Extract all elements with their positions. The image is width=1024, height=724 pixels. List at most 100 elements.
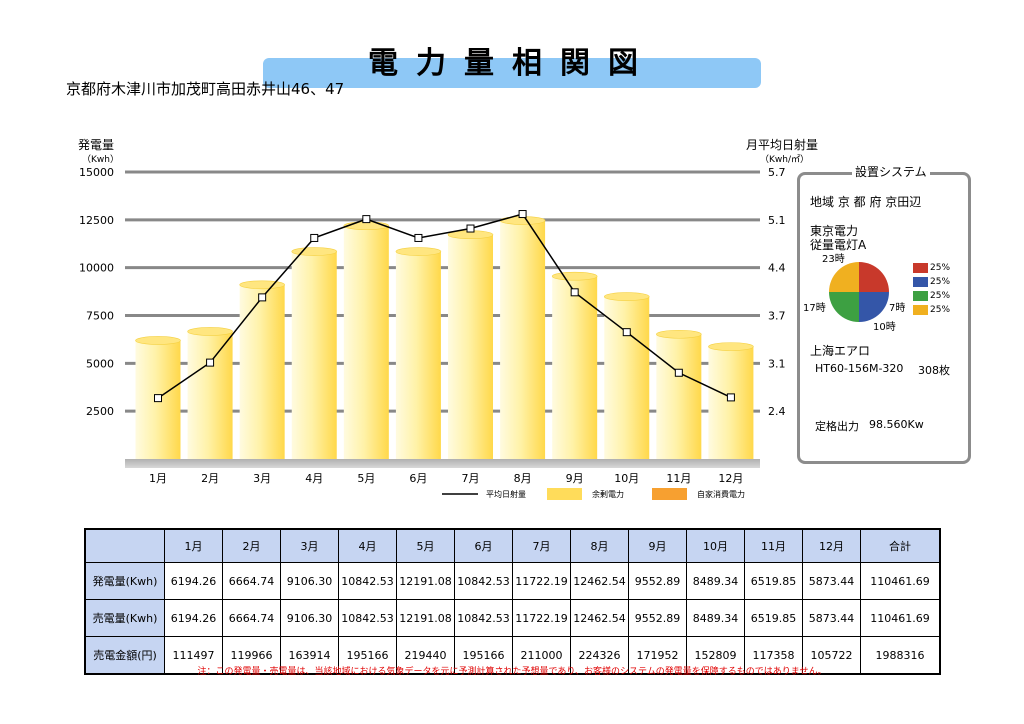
table-cell: 8489.34 (686, 562, 745, 600)
table-header-cell: 9月 (628, 528, 687, 563)
legend-bar-swatch (547, 488, 582, 500)
irradiance-point (362, 215, 371, 224)
table-header-cell: 12月 (802, 528, 861, 563)
irradiance-line (157, 213, 732, 399)
table-cell: 6519.85 (744, 562, 803, 600)
table-cell: 9106.30 (280, 599, 339, 637)
legend-own-swatch (652, 488, 687, 500)
pie-legend-swatch-4 (913, 305, 928, 315)
pie-legend-pct-1: 25% (930, 263, 951, 273)
table-header-cell: 8月 (570, 528, 629, 563)
table-cell: 8489.34 (686, 599, 745, 637)
legend-label: 余剰電力 (592, 489, 624, 499)
table-header-cell: 10月 (686, 528, 745, 563)
x-tick-label: 12月 (718, 472, 743, 485)
bar (239, 284, 285, 459)
bar (708, 346, 754, 459)
table-cell: 10842.53 (454, 599, 513, 637)
table-header-cell: 2月 (222, 528, 281, 563)
table-row-label: 売電金額(円) (84, 636, 165, 675)
right-tick-label: 3.1 (768, 357, 786, 370)
table-cell: 1988316 (860, 636, 941, 675)
pie-label-23: 23時 (822, 254, 845, 265)
x-tick-label: 5月 (357, 472, 375, 485)
irradiance-point (518, 210, 527, 219)
table-header-row: 1月 2月 3月 4月 5月 6月 7月 8月 9月 10月 11月 12月 合… (84, 528, 941, 563)
right-axis-label: 月平均日射量 (746, 137, 818, 152)
table-cell: 10842.53 (338, 562, 397, 600)
left-tick-label: 2500 (86, 405, 114, 418)
bar (448, 234, 493, 459)
bar-top (135, 336, 181, 345)
table-cell: 11722.19 (512, 562, 571, 600)
system-panel (797, 172, 971, 464)
table-header-cell: 3月 (280, 528, 339, 563)
table-cell: 110461.69 (860, 599, 941, 637)
pie-slice (859, 262, 889, 292)
power-correlation-chart: 15000 5.7 12500 5.1 10000 4.4 7500 3.7 5000 3.1 25… (78, 137, 818, 500)
bar-top (187, 327, 233, 336)
irradiance-point (310, 233, 319, 242)
table-cell: 195166 (454, 636, 513, 675)
table-header-cell: 4月 (338, 528, 397, 563)
page-title: 電力量相関図 (368, 46, 656, 81)
pie-legend-swatch-2 (913, 277, 928, 287)
system-utility: 東京電力 (810, 224, 859, 238)
disclaimer-note: 注：この発電量・売電量は、当該地域における気象データを元に予測計算された予想量で… (197, 667, 827, 677)
bar (552, 276, 598, 459)
irradiance-point (258, 293, 267, 302)
bar-top (708, 342, 754, 351)
right-tick-label: 2.4 (768, 405, 786, 418)
pie-legend-swatch-1 (913, 263, 928, 273)
table-cell: 195166 (338, 636, 397, 675)
x-tick-label: 8月 (514, 472, 532, 485)
table-cell: 10842.53 (338, 599, 397, 637)
left-axis-unit: （Kwh） (82, 154, 119, 165)
left-tick-label: 12500 (79, 214, 114, 227)
table-cell: 6194.26 (164, 562, 223, 600)
irradiance-point (154, 394, 162, 403)
right-tick-label: 3.7 (768, 310, 786, 323)
pie-label-17: 17時 (803, 303, 826, 314)
table-row: 売電量(Kwh) 6194.26 6664.74 9106.30 10842.53 121… (84, 599, 941, 637)
x-tick-label: 6月 (409, 472, 427, 485)
table-cell: 12191.08 (396, 599, 455, 637)
table-header-cell: 11月 (744, 528, 803, 563)
title-bar (263, 58, 761, 88)
bar-top (291, 247, 338, 256)
table-cell: 110461.69 (860, 562, 941, 600)
pie-legend-pct-2: 25% (930, 277, 951, 287)
table-cell: 5873.44 (802, 562, 861, 600)
bar-top (551, 271, 598, 281)
table-cell: 163914 (280, 636, 339, 675)
irradiance-point (414, 233, 423, 242)
x-tick-label: 3月 (253, 472, 271, 485)
chart-floor (125, 459, 760, 468)
time-band-pie (829, 262, 889, 322)
table-cell: 119966 (222, 636, 281, 675)
rated-output-value: 98.560Kw (869, 418, 924, 431)
x-tick-label: 4月 (305, 472, 323, 485)
table-cell: 211000 (512, 636, 571, 675)
right-axis-unit: （Kwh/㎡） (760, 154, 809, 165)
x-tick-label: 11月 (666, 472, 691, 485)
system-region: 地域 京 都 府 京田辺 (810, 195, 922, 209)
table-cell: 11722.19 (512, 599, 571, 637)
x-tick-label: 10月 (614, 472, 639, 485)
bar (343, 225, 389, 459)
table-cell: 9552.89 (628, 599, 687, 637)
irradiance-point (206, 358, 215, 367)
site-address: 京都府木津川市加茂町高田赤井山46、47 (66, 80, 345, 98)
x-tick-label: 2月 (201, 472, 219, 485)
table-cell: 9552.89 (628, 562, 687, 600)
irradiance-point (726, 393, 735, 402)
table-cell: 12462.54 (570, 562, 629, 600)
table-cell: 10842.53 (454, 562, 513, 600)
pie-slice (829, 262, 859, 292)
table-header-cell (84, 528, 165, 563)
bar-top (603, 292, 650, 301)
table-row: 発電量(Kwh) 6194.26 6664.74 9106.30 10842.53 121… (84, 562, 941, 600)
legend-label: 平均日射量 (486, 489, 526, 499)
pie-legend-swatch-3 (913, 291, 928, 301)
x-tick-label: 7月 (462, 472, 480, 485)
